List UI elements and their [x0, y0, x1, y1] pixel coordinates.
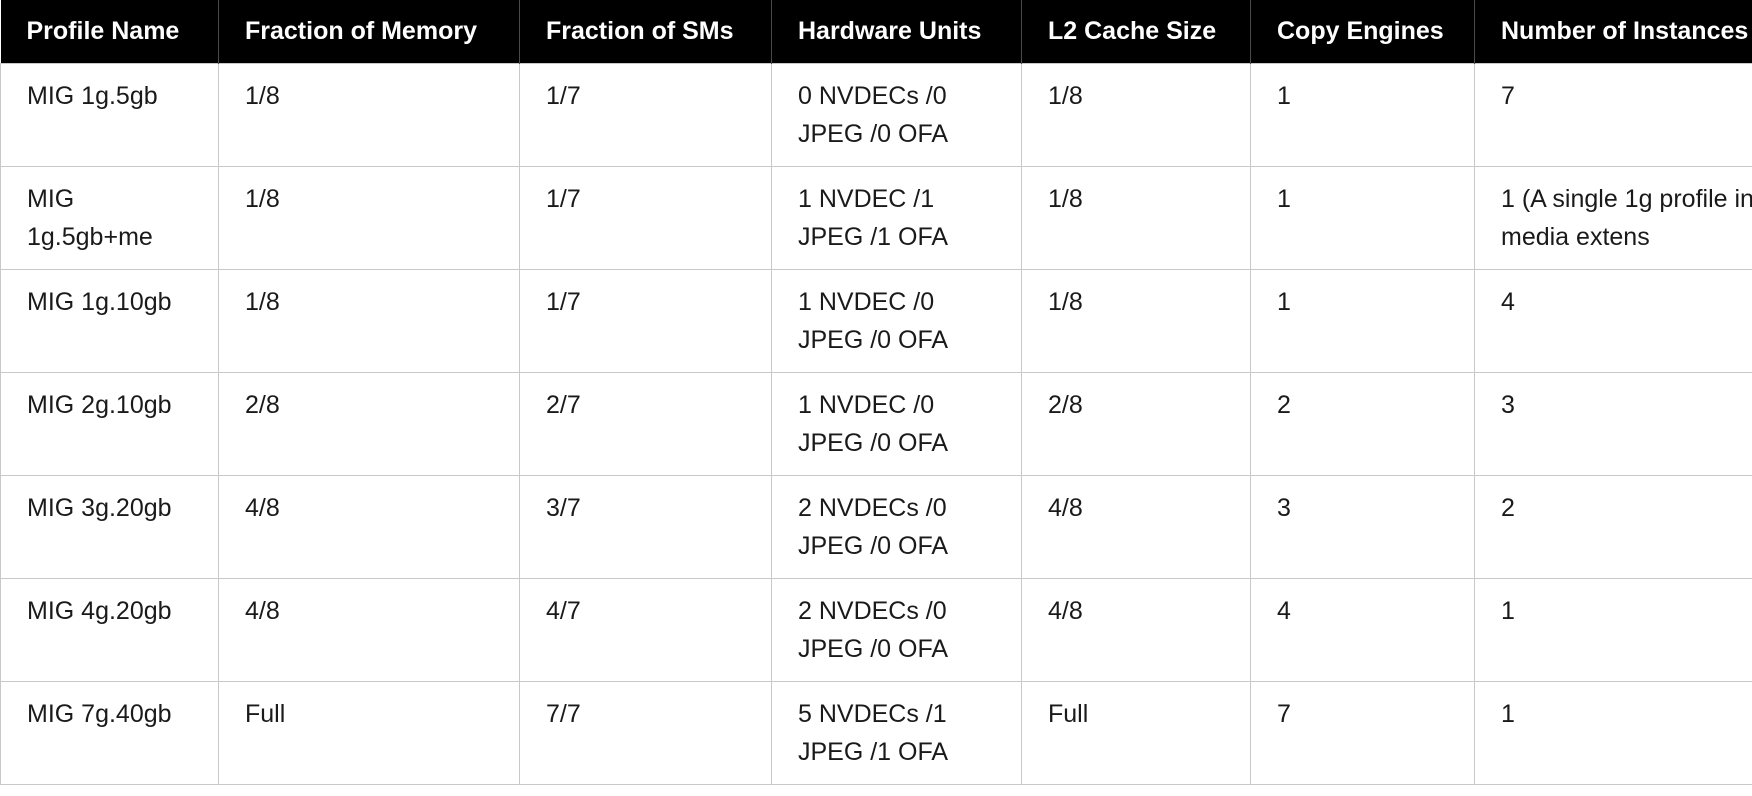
cell-fraction-of-memory: 1/8	[218, 165, 520, 270]
cell-hardware-units: 5 NVDECs /1 JPEG /1 OFA	[771, 680, 1022, 785]
cell-fraction-of-memory: 1/8	[218, 268, 520, 373]
header-copy-engines: Copy Engines	[1250, 0, 1475, 63]
cell-l2-cache-size: 4/8	[1021, 474, 1251, 579]
cell-number-of-instances: 1 (A single 1g profile include media ext…	[1474, 165, 1752, 270]
cell-copy-engines: 4	[1250, 577, 1475, 682]
cell-l2-cache-size: 4/8	[1021, 577, 1251, 682]
cell-hardware-units: 2 NVDECs /0 JPEG /0 OFA	[771, 474, 1022, 579]
table-row: MIG 2g.10gb 2/8 2/7 1 NVDEC /0 JPEG /0 O…	[0, 371, 1752, 476]
table-row: MIG 4g.20gb 4/8 4/7 2 NVDECs /0 JPEG /0 …	[0, 577, 1752, 682]
cell-copy-engines: 1	[1250, 165, 1475, 270]
cell-hardware-units: 1 NVDEC /0 JPEG /0 OFA	[771, 371, 1022, 476]
cell-l2-cache-size: 1/8	[1021, 165, 1251, 270]
cell-number-of-instances: 1	[1474, 577, 1752, 682]
cell-copy-engines: 1	[1250, 268, 1475, 373]
cell-fraction-of-sms: 2/7	[519, 371, 772, 476]
cell-hardware-units: 2 NVDECs /0 JPEG /0 OFA	[771, 577, 1022, 682]
cell-number-of-instances: 4	[1474, 268, 1752, 373]
cell-hardware-units: 1 NVDEC /0 JPEG /0 OFA	[771, 268, 1022, 373]
cell-l2-cache-size: 2/8	[1021, 371, 1251, 476]
cell-copy-engines: 3	[1250, 474, 1475, 579]
cell-fraction-of-sms: 1/7	[519, 268, 772, 373]
cell-profile-name: MIG 7g.40gb	[0, 680, 219, 785]
cell-profile-name: MIG 1g.10gb	[0, 268, 219, 373]
cell-fraction-of-sms: 1/7	[519, 165, 772, 270]
cell-number-of-instances: 1	[1474, 680, 1752, 785]
cell-fraction-of-memory: 1/8	[218, 62, 520, 167]
cell-l2-cache-size: 1/8	[1021, 268, 1251, 373]
cell-fraction-of-memory: 4/8	[218, 577, 520, 682]
table-body: MIG 1g.5gb 1/8 1/7 0 NVDECs /0 JPEG /0 O…	[0, 62, 1752, 785]
table-row: MIG 1g.5gb 1/8 1/7 0 NVDECs /0 JPEG /0 O…	[0, 62, 1752, 167]
header-row: Profile Name Fraction of Memory Fraction…	[0, 0, 1752, 63]
cell-fraction-of-sms: 1/7	[519, 62, 772, 167]
cell-profile-name: MIG 4g.20gb	[0, 577, 219, 682]
cell-copy-engines: 7	[1250, 680, 1475, 785]
cell-fraction-of-sms: 7/7	[519, 680, 772, 785]
cell-l2-cache-size: Full	[1021, 680, 1251, 785]
cell-number-of-instances: 2	[1474, 474, 1752, 579]
cell-fraction-of-sms: 4/7	[519, 577, 772, 682]
cell-number-of-instances: 3	[1474, 371, 1752, 476]
cell-number-of-instances: 7	[1474, 62, 1752, 167]
table-row: MIG 7g.40gb Full 7/7 5 NVDECs /1 JPEG /1…	[0, 680, 1752, 785]
cell-fraction-of-memory: Full	[218, 680, 520, 785]
table-row: MIG 1g.10gb 1/8 1/7 1 NVDEC /0 JPEG /0 O…	[0, 268, 1752, 373]
cell-copy-engines: 1	[1250, 62, 1475, 167]
header-l2-cache-size: L2 Cache Size	[1021, 0, 1251, 63]
cell-profile-name: MIG 1g.5gb+me	[0, 165, 219, 270]
header-fraction-of-sms: Fraction of SMs	[519, 0, 772, 63]
cell-l2-cache-size: 1/8	[1021, 62, 1251, 167]
cell-copy-engines: 2	[1250, 371, 1475, 476]
cell-fraction-of-memory: 2/8	[218, 371, 520, 476]
cell-fraction-of-sms: 3/7	[519, 474, 772, 579]
cell-profile-name: MIG 2g.10gb	[0, 371, 219, 476]
table-row: MIG 1g.5gb+me 1/8 1/7 1 NVDEC /1 JPEG /1…	[0, 165, 1752, 270]
cell-profile-name: MIG 1g.5gb	[0, 62, 219, 167]
cell-fraction-of-memory: 4/8	[218, 474, 520, 579]
header-hardware-units: Hardware Units	[771, 0, 1022, 63]
cell-profile-name: MIG 3g.20gb	[0, 474, 219, 579]
cell-hardware-units: 1 NVDEC /1 JPEG /1 OFA	[771, 165, 1022, 270]
cell-hardware-units: 0 NVDECs /0 JPEG /0 OFA	[771, 62, 1022, 167]
header-profile-name: Profile Name	[0, 0, 219, 63]
header-fraction-of-memory: Fraction of Memory	[218, 0, 520, 63]
header-number-of-instances: Number of Instances	[1474, 0, 1752, 63]
table-row: MIG 3g.20gb 4/8 3/7 2 NVDECs /0 JPEG /0 …	[0, 474, 1752, 579]
table-header: Profile Name Fraction of Memory Fraction…	[0, 0, 1752, 63]
